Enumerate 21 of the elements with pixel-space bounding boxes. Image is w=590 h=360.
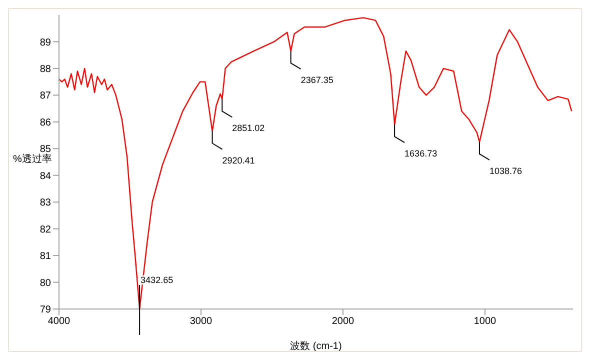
y-tick-label: 81 <box>40 251 52 262</box>
x-tick-label: 1000 <box>474 316 497 328</box>
annotation: 2920.41 <box>222 155 255 166</box>
y-axis-title: %透过率 <box>13 153 52 165</box>
y-tick-label: 89 <box>40 37 52 48</box>
x-tick-label: 3000 <box>190 316 213 328</box>
annotation: 1038.76 <box>489 166 522 176</box>
y-tick-label: 79 <box>40 304 52 316</box>
annotation: 1636.73 <box>404 148 438 159</box>
x-tick-label: 4000 <box>48 316 71 328</box>
y-tick-label: 87 <box>40 90 52 102</box>
x-tick-label: 2000 <box>332 316 355 328</box>
annotation: 2851.02 <box>232 123 265 134</box>
y-tick-label: 80 <box>40 278 52 289</box>
y-tick-label: 83 <box>40 198 52 209</box>
y-tick-label: 88 <box>40 64 52 76</box>
annotation: 2367.35 <box>300 75 334 86</box>
y-tick-label: 84 <box>40 170 52 182</box>
y-tick-label: 82 <box>40 224 52 236</box>
y-tick-label: 86 <box>40 117 52 128</box>
x-axis-title: 波数 (cm-1) <box>290 340 342 352</box>
